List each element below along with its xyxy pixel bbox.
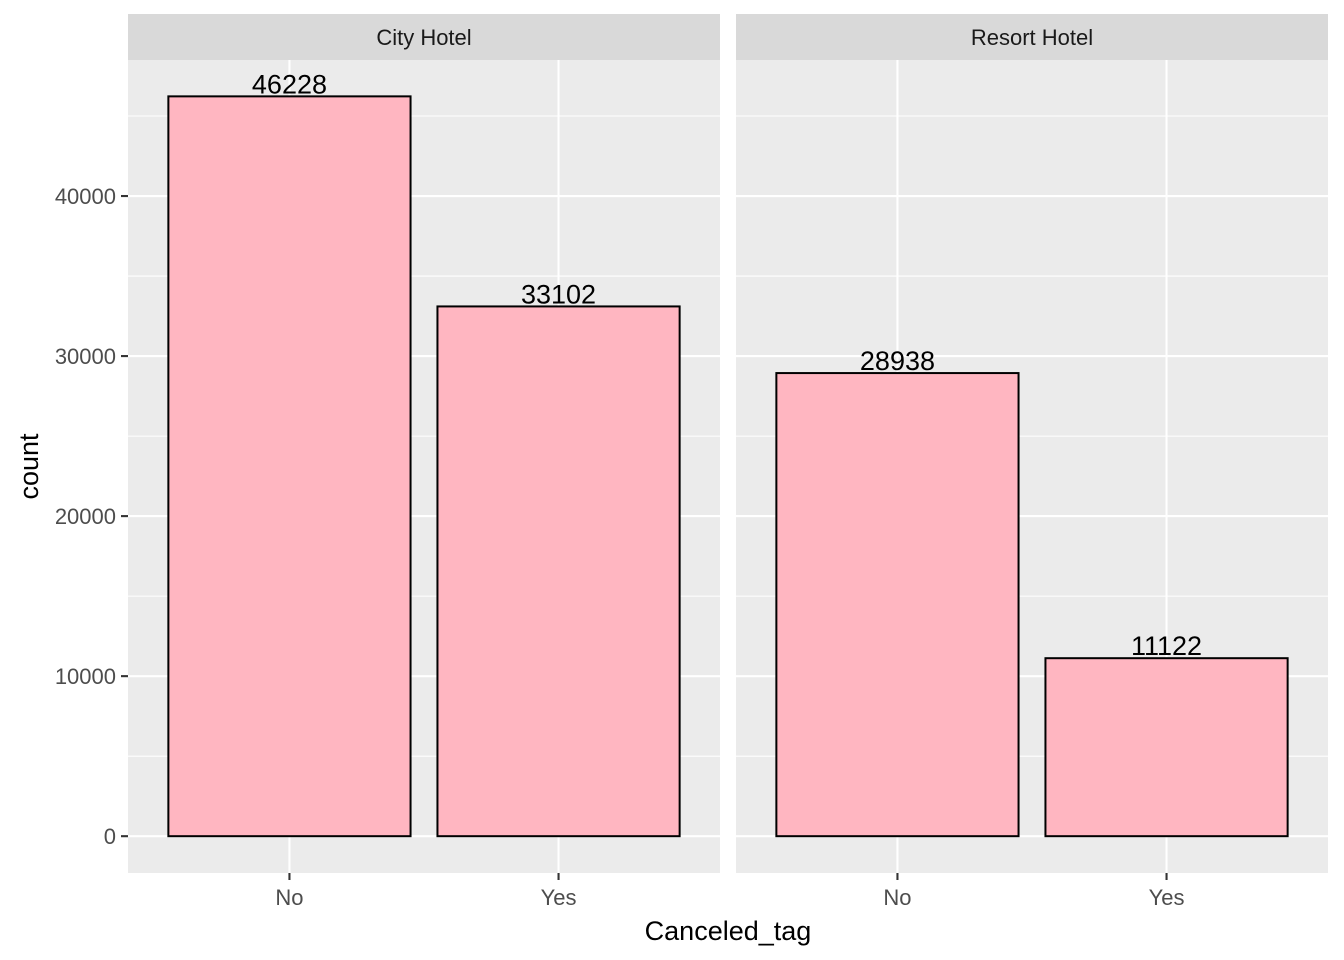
x-tick-label: No (883, 885, 911, 910)
x-tick-label: No (275, 885, 303, 910)
bar-value-label: 33102 (521, 279, 596, 309)
bar-city-hotel-yes (436, 305, 681, 838)
facet-strip-0 (128, 14, 720, 60)
bar-resort-hotel-no (775, 372, 1020, 838)
bar-resort-hotel-yes (1044, 657, 1289, 838)
bar-value-label: 46228 (252, 69, 327, 99)
x-tick-label: Yes (1149, 885, 1185, 910)
bar-value-label: 11122 (1131, 631, 1202, 661)
bar-city-hotel-no (167, 95, 412, 838)
x-tick-label: Yes (541, 885, 577, 910)
y-tick-label: 10000 (55, 664, 116, 689)
bar-value-label: 28938 (860, 346, 935, 376)
y-tick-label: 30000 (55, 344, 116, 369)
facet-strip-label: City Hotel (376, 25, 471, 50)
facet-strip-1 (736, 14, 1328, 60)
y-tick-label: 20000 (55, 504, 116, 529)
y-axis-title: count (14, 433, 44, 500)
y-tick-label: 0 (104, 824, 116, 849)
y-tick-label: 40000 (55, 184, 116, 209)
facet-strip-label: Resort Hotel (971, 25, 1093, 50)
x-axis-title: Canceled_tag (645, 916, 812, 946)
